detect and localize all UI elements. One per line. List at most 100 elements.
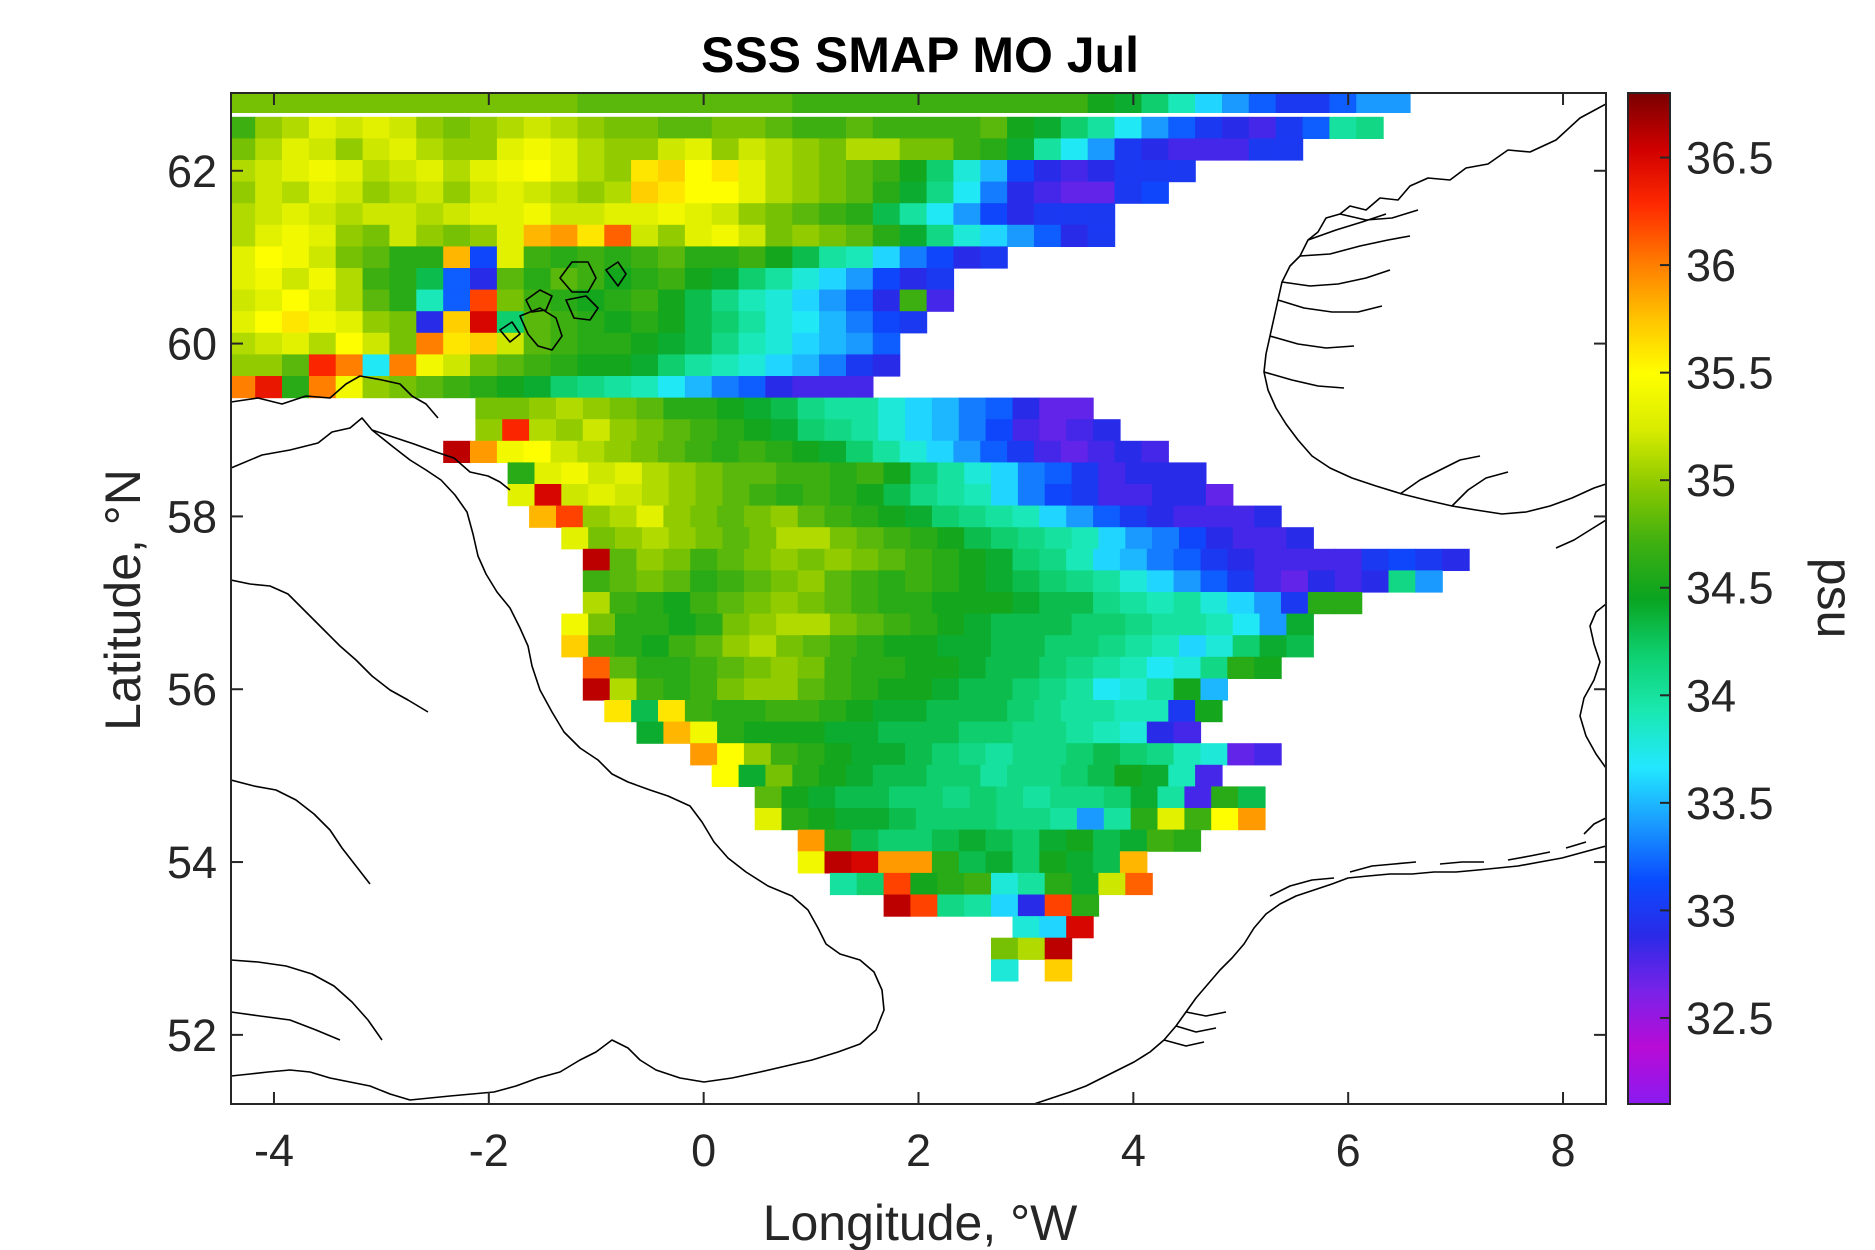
- salinity-cell: [1034, 93, 1062, 113]
- salinity-cell: [883, 894, 912, 917]
- salinity-cell: [910, 635, 938, 658]
- salinity-cell: [792, 700, 820, 723]
- salinity-cell: [985, 419, 1014, 442]
- salinity-cell: [1087, 203, 1116, 226]
- salinity-cell: [282, 268, 310, 291]
- y-tick-label: 62: [167, 146, 217, 197]
- salinity-cell: [475, 397, 503, 420]
- salinity-cell: [1087, 224, 1116, 247]
- salinity-cell: [1152, 613, 1180, 636]
- salinity-cell: [899, 224, 928, 247]
- salinity-cell: [1227, 743, 1255, 766]
- salinity-cell: [856, 462, 885, 485]
- salinity-cell: [792, 332, 820, 355]
- salinity-cell: [231, 93, 256, 113]
- salinity-cell: [905, 656, 933, 679]
- salinity-cell: [308, 116, 337, 139]
- salinity-cell: [1066, 592, 1094, 615]
- salinity-cell: [797, 678, 826, 701]
- salinity-cell: [905, 721, 933, 744]
- salinity-cell: [803, 484, 831, 507]
- salinity-cell: [711, 203, 740, 226]
- salinity-cell: [1227, 570, 1255, 593]
- salinity-cell: [496, 93, 525, 113]
- salinity-cell: [905, 829, 933, 852]
- salinity-cell: [1179, 635, 1207, 658]
- salinity-cell: [743, 397, 772, 420]
- salinity-cell: [872, 116, 901, 139]
- salinity-cell: [1093, 851, 1121, 874]
- salinity-cell: [550, 93, 579, 113]
- salinity-cell: [824, 397, 852, 420]
- salinity-cell: [1119, 570, 1148, 593]
- colorbar-ticks: 32.5 33 33.5 34 34.5 35 35.5 36 36.5: [1660, 133, 1774, 1044]
- salinity-cell: [1248, 116, 1277, 139]
- salinity-cell: [964, 484, 992, 507]
- salinity-cell: [856, 527, 885, 550]
- salinity-cell: [496, 224, 525, 247]
- salinity-cell: [636, 548, 664, 571]
- salinity-cell: [1060, 700, 1089, 723]
- salinity-cell: [282, 93, 310, 113]
- salinity-cell: [684, 354, 713, 377]
- salinity-cell: [1179, 613, 1207, 636]
- salinity-cell: [529, 419, 557, 442]
- salinity-cell: [910, 613, 938, 636]
- salinity-cell: [711, 376, 740, 399]
- salinity-cell: [770, 721, 799, 744]
- salinity-cell: [1098, 872, 1126, 896]
- salinity-cell: [985, 829, 1014, 852]
- salinity-cell: [991, 937, 1019, 960]
- salinity-cell: [636, 678, 664, 701]
- salinity-cell: [926, 181, 955, 204]
- salinity-cell: [1157, 786, 1185, 809]
- salinity-cell: [1114, 764, 1142, 787]
- salinity-cell: [1060, 764, 1089, 787]
- salinity-cell: [1066, 397, 1094, 420]
- salinity-cell: [470, 354, 498, 377]
- salinity-cell: [738, 332, 767, 355]
- salinity-cell: [1039, 397, 1067, 420]
- salinity-cell: [609, 678, 638, 701]
- salinity-cell: [835, 786, 863, 809]
- salinity-cell: [1114, 700, 1142, 723]
- salinity-cell: [905, 548, 933, 571]
- salinity-cell: [362, 93, 391, 113]
- salinity-cell: [523, 116, 552, 139]
- salinity-cell: [443, 93, 471, 113]
- salinity-cell: [905, 678, 933, 701]
- salinity-cell: [282, 203, 310, 226]
- coastline-norway: [1263, 103, 1606, 515]
- salinity-cell: [711, 289, 740, 312]
- salinity-cell: [1168, 160, 1196, 183]
- salinity-cell: [255, 354, 283, 377]
- salinity-cell: [765, 181, 793, 204]
- salinity-cell: [824, 592, 852, 615]
- salinity-cell: [829, 872, 858, 896]
- salinity-cell: [889, 786, 917, 809]
- salinity-cell: [684, 700, 713, 723]
- coastline-jutland-south: [1583, 817, 1606, 835]
- salinity-cell: [991, 462, 1019, 485]
- salinity-cell: [770, 505, 799, 528]
- salinity-cell: [1039, 570, 1067, 593]
- salinity-cell: [1173, 721, 1202, 744]
- salinity-cell: [1066, 851, 1094, 874]
- salinity-cell: [937, 872, 965, 896]
- colorbar-gradient: [1627, 92, 1671, 1105]
- salinity-cell: [717, 505, 745, 528]
- salinity-cell: [872, 311, 901, 334]
- salinity-cell: [416, 116, 444, 139]
- salinity-cell: [958, 397, 987, 420]
- salinity-cell: [1012, 505, 1040, 528]
- salinity-cell: [872, 246, 901, 269]
- salinity-cell: [416, 289, 444, 312]
- salinity-cell: [523, 160, 552, 183]
- salinity-cell: [738, 440, 767, 463]
- salinity-cell: [1200, 548, 1228, 571]
- salinity-cell: [416, 354, 444, 377]
- salinity-cell: [550, 354, 579, 377]
- salinity-cell: [1087, 440, 1116, 463]
- salinity-cell: [470, 440, 498, 463]
- salinity-cell: [1383, 93, 1411, 113]
